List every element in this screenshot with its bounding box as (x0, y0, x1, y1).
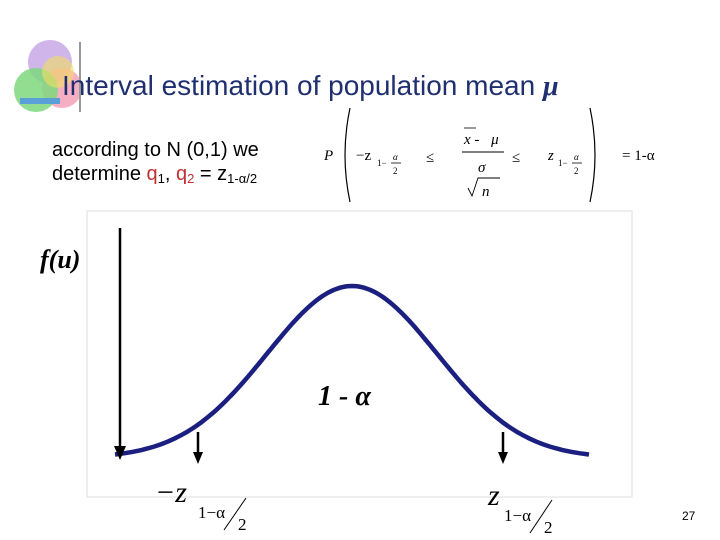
left-den: 2 (238, 515, 247, 534)
left-quantile: −z (155, 476, 187, 509)
density-curve (114, 283, 590, 457)
formula-sub: 2 (574, 166, 579, 176)
formula-le: ≤ (512, 150, 520, 166)
center-label: 1 - α (318, 381, 371, 412)
formula-n: n (482, 184, 490, 200)
formula-le: ≤ (426, 150, 434, 166)
formula-p: P (323, 148, 333, 164)
formula: P −z 1− α 2 ≤ x - μ σ n ≤ z 1− α 2 = 1-α (323, 107, 655, 203)
formula-sigma: σ (478, 160, 486, 176)
formula-numerator: x - μ (463, 132, 499, 148)
arrows (114, 228, 508, 464)
intro-line: determine q1, q2 = z1-α/2 (52, 163, 257, 186)
formula-left: −z (356, 148, 371, 164)
formula-sub: α (574, 152, 579, 162)
formula-sub: α (393, 152, 398, 162)
y-label: f(u) (40, 245, 80, 274)
page-number: 27 (682, 509, 696, 523)
intro-line: according to N (0,1) we (52, 139, 259, 161)
slide-title: Interval estimation of population mean μ (62, 70, 559, 102)
formula-sub: 2 (393, 166, 398, 176)
quantile-labels: −z 1−α 2 z 1−α 2 (155, 476, 553, 537)
formula-sub: 1− (377, 158, 387, 168)
logo (14, 40, 82, 112)
formula-result: = 1-α (622, 148, 655, 164)
left-sub: 1−α (198, 503, 225, 522)
right-den: 2 (544, 518, 553, 537)
right-sub: 1−α (504, 506, 531, 525)
right-quantile: z (487, 479, 500, 512)
formula-right: z (547, 148, 554, 164)
formula-sub: 1− (558, 158, 568, 168)
graph-frame (86, 210, 633, 498)
